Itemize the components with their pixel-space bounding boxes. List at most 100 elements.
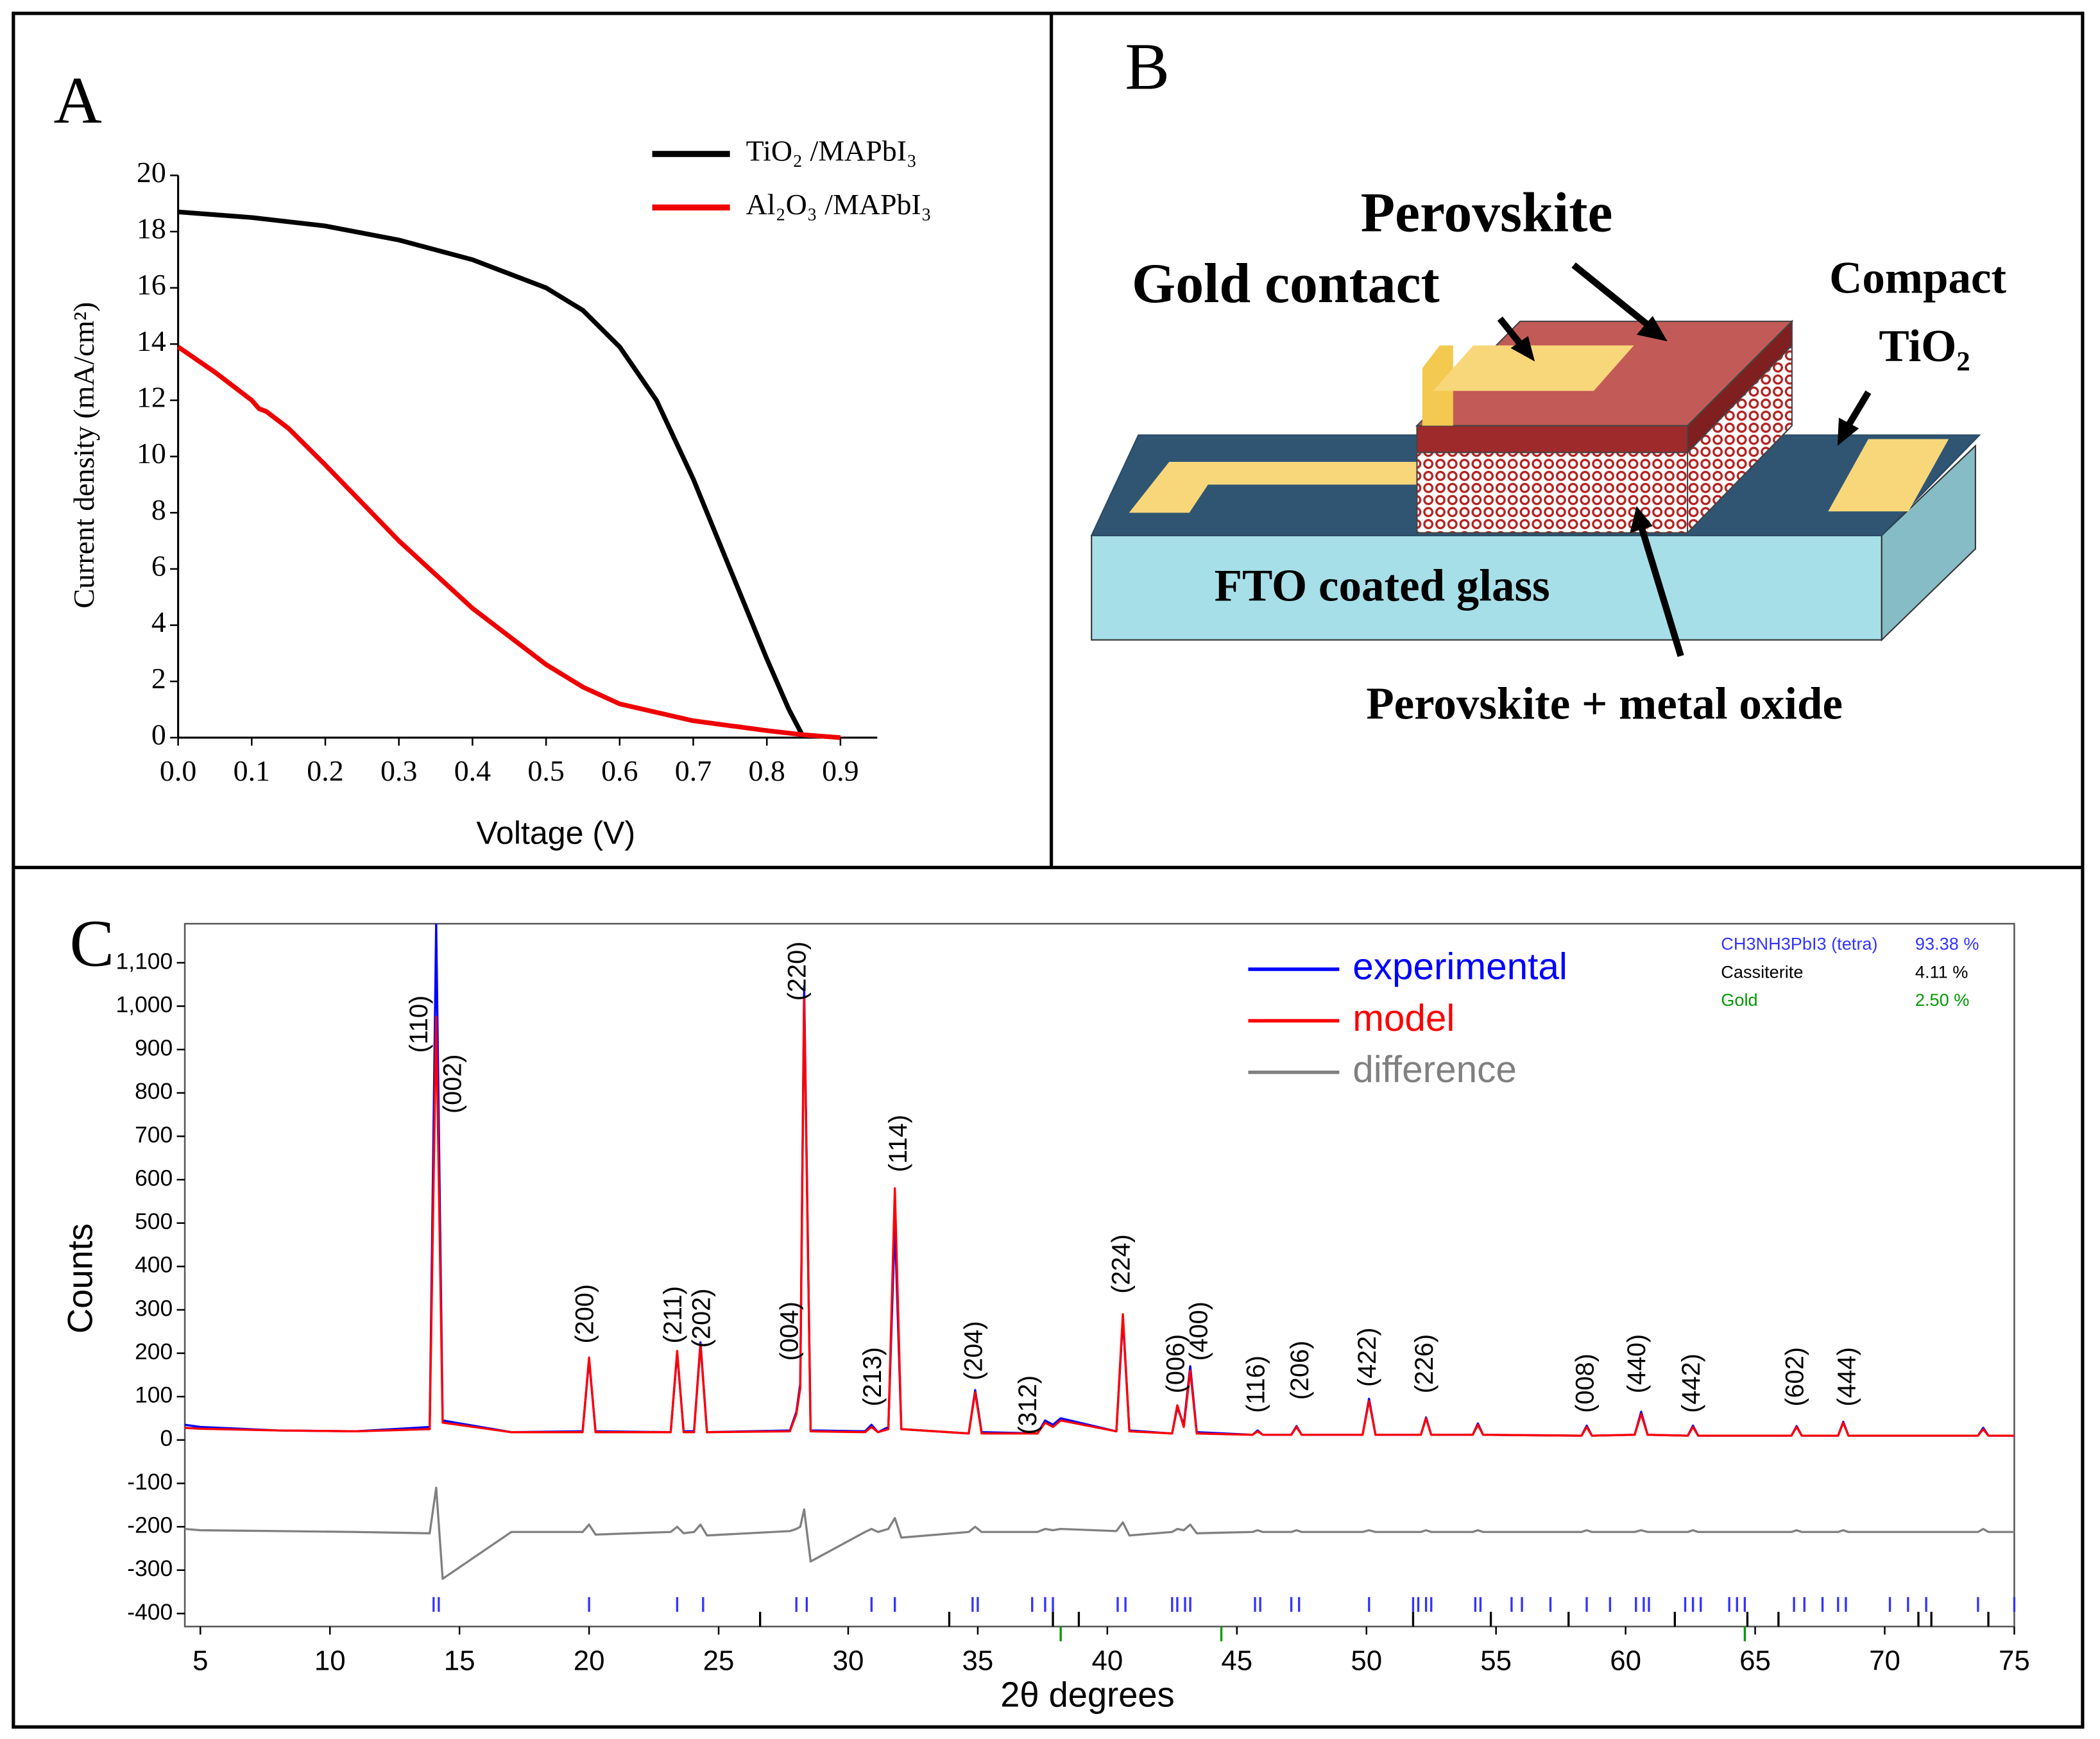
y-tick-label: -200 bbox=[127, 1513, 173, 1538]
y-tick-label: 800 bbox=[135, 1078, 173, 1104]
label: FTO coated glass bbox=[1215, 561, 1550, 611]
peak-label: (400) bbox=[1185, 1302, 1213, 1361]
legend-label: model bbox=[1353, 997, 1455, 1039]
phase-share: 2.50 % bbox=[1915, 990, 1969, 1010]
x-tick-label: 70 bbox=[1869, 1645, 1900, 1677]
y-tick-label: 500 bbox=[135, 1209, 173, 1234]
x-tick-label: 0.8 bbox=[748, 754, 785, 787]
arrow bbox=[1639, 527, 1684, 657]
peak-label: (002) bbox=[439, 1054, 467, 1114]
peak-label: (006) bbox=[1161, 1334, 1190, 1394]
line-series bbox=[185, 1486, 2015, 1580]
x-tick-label: 65 bbox=[1739, 1645, 1771, 1677]
x-tick-label: 0.6 bbox=[601, 754, 638, 787]
x-tick-label: 15 bbox=[444, 1645, 475, 1677]
phase-name: Gold bbox=[1721, 990, 1757, 1010]
arrow bbox=[1845, 390, 1872, 428]
gold-contact-side bbox=[1422, 345, 1453, 426]
legend-label: TiO₂ /MAPbI₃ bbox=[746, 135, 917, 167]
peak-label: (602) bbox=[1781, 1347, 1809, 1407]
line-series bbox=[178, 209, 806, 739]
peak-label: (204) bbox=[959, 1321, 987, 1380]
gold-pad bbox=[1828, 439, 1949, 512]
legend-label: Al₂O₃ /MAPbI₃ bbox=[746, 188, 932, 221]
y-tick-label: 100 bbox=[135, 1382, 173, 1408]
peak-label: (220) bbox=[783, 942, 812, 1001]
peak-label: (312) bbox=[1014, 1375, 1042, 1435]
y-tick-label: 8 bbox=[151, 493, 166, 526]
phase-share: 93.38 % bbox=[1915, 934, 1979, 954]
device-diagram: B Perovskite Gold contact Compact TiO₂ F… bbox=[1090, 30, 2006, 729]
fto-glass-side bbox=[1881, 444, 1976, 642]
plot-frame bbox=[184, 922, 2015, 1627]
x-tick-label: 60 bbox=[1610, 1645, 1641, 1677]
y-tick-label: 600 bbox=[135, 1165, 173, 1191]
arrows bbox=[1497, 262, 1872, 657]
x-tick-label: 55 bbox=[1480, 1645, 1512, 1677]
y-tick-label: 4 bbox=[151, 606, 166, 638]
peak-label: (213) bbox=[858, 1347, 887, 1407]
y-tick-label: 0 bbox=[160, 1425, 173, 1451]
panel-label: B bbox=[1125, 30, 1170, 104]
x-tick-label: 0.7 bbox=[675, 754, 712, 787]
y-tick-label: 1,000 bbox=[115, 992, 173, 1017]
arrow-heads bbox=[1510, 316, 1859, 533]
y-tick-label: 6 bbox=[151, 550, 166, 582]
y-tick-label: -400 bbox=[127, 1599, 173, 1625]
y-axis-label: Counts bbox=[62, 1223, 100, 1334]
peak-label: (422) bbox=[1353, 1328, 1381, 1387]
x-tick-label: 45 bbox=[1221, 1645, 1252, 1677]
x-axis-label: Voltage (V) bbox=[476, 815, 635, 851]
peak-label: (116) bbox=[1242, 1355, 1270, 1413]
y-tick-label: -100 bbox=[127, 1469, 173, 1495]
arrow bbox=[1497, 316, 1524, 348]
x-tick-label: 10 bbox=[314, 1645, 346, 1677]
y-axis-label: Current density (mA/cm²) bbox=[67, 302, 100, 609]
x-tick-label: 50 bbox=[1351, 1645, 1382, 1677]
y-tick-label: 14 bbox=[137, 325, 166, 357]
peak-label: (110) bbox=[405, 996, 433, 1053]
x-tick-label: 0.2 bbox=[307, 754, 343, 787]
perovskite-layer bbox=[1416, 425, 1689, 454]
line-series bbox=[185, 996, 2015, 1437]
peak-label: (202) bbox=[687, 1289, 715, 1348]
arrow-head bbox=[1636, 316, 1668, 342]
panel-label: C bbox=[70, 906, 115, 981]
peak-label: (211) bbox=[659, 1286, 687, 1344]
y-tick-label: -300 bbox=[127, 1556, 173, 1581]
y-tick-label: 1,100 bbox=[115, 948, 173, 974]
x-tick-label: 35 bbox=[962, 1645, 994, 1677]
legend-label: difference bbox=[1353, 1049, 1517, 1090]
y-tick-label: 12 bbox=[137, 381, 166, 414]
x-tick-label: 0.9 bbox=[822, 754, 858, 787]
peak-label: (004) bbox=[776, 1302, 804, 1361]
x-tick-label: 0.1 bbox=[234, 754, 270, 787]
peak-label: (200) bbox=[571, 1284, 599, 1344]
phase-name: CH3NH3PbI3 (tetra) bbox=[1721, 934, 1877, 954]
gold-contact bbox=[1433, 345, 1634, 391]
y-tick-label: 10 bbox=[137, 437, 166, 470]
x-tick-label: 30 bbox=[833, 1645, 864, 1677]
y-tick-label: 18 bbox=[137, 212, 166, 245]
x-tick-label: 0.5 bbox=[527, 754, 564, 787]
x-tick-label: 40 bbox=[1091, 1645, 1123, 1677]
gold-strip bbox=[1129, 462, 1422, 513]
x-tick-label: 25 bbox=[703, 1645, 735, 1677]
x-tick-label: 5 bbox=[192, 1645, 208, 1677]
peak-label: (114) bbox=[884, 1115, 912, 1173]
x-tick-label: 0.3 bbox=[380, 754, 417, 787]
x-tick-label: 0.0 bbox=[160, 754, 196, 787]
x-tick-label: 0.4 bbox=[454, 754, 491, 787]
line-series bbox=[176, 344, 841, 740]
peak-label: (206) bbox=[1286, 1341, 1314, 1400]
peak-label: (224) bbox=[1107, 1234, 1136, 1294]
peak-label: (442) bbox=[1677, 1353, 1705, 1413]
y-tick-label: 400 bbox=[135, 1252, 173, 1278]
peak-label: (440) bbox=[1623, 1334, 1651, 1394]
peak-label: (444) bbox=[1832, 1347, 1861, 1407]
y-tick-label: 2 bbox=[151, 662, 166, 695]
panel-label: A bbox=[53, 63, 101, 137]
y-tick-label: 900 bbox=[135, 1035, 173, 1061]
arrow-head bbox=[1510, 335, 1535, 362]
